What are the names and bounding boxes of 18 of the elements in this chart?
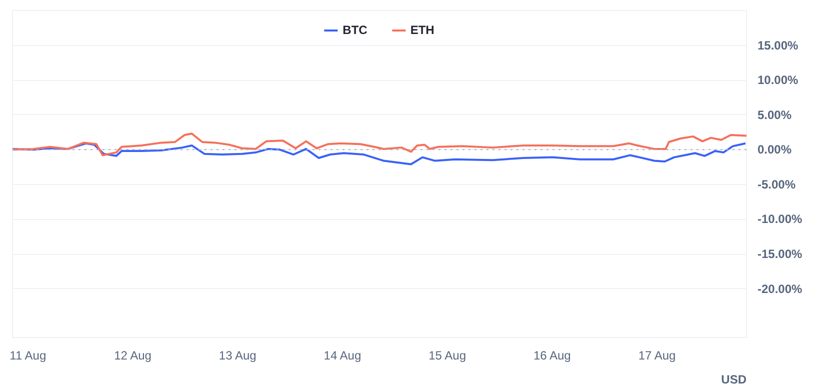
legend-label: ETH xyxy=(410,23,434,37)
x-tick-label: 12 Aug xyxy=(114,348,152,362)
y-tick-label: 10.00% xyxy=(758,73,799,88)
x-tick-label: 13 Aug xyxy=(218,348,256,362)
y-tick-label: -10.00% xyxy=(758,212,803,226)
x-tick-label: 14 Aug xyxy=(324,348,362,362)
x-tick-label: 17 Aug xyxy=(638,348,676,362)
y-tick-label: 15.00% xyxy=(758,38,799,52)
legend-label: BTC xyxy=(342,23,368,37)
y-tick-label: -15.00% xyxy=(758,247,803,262)
x-tick-label: 15 Aug xyxy=(428,348,466,362)
x-tick-label: 11 Aug xyxy=(10,348,46,362)
y-tick-label: -20.00% xyxy=(758,282,803,296)
y-tick-label: 0.00% xyxy=(758,142,792,157)
text: USD xyxy=(721,372,747,386)
y-tick-label: 5.00% xyxy=(758,108,792,122)
y-tick-label: -5.00% xyxy=(758,177,796,192)
x-tick-label: 16 Aug xyxy=(534,348,571,362)
